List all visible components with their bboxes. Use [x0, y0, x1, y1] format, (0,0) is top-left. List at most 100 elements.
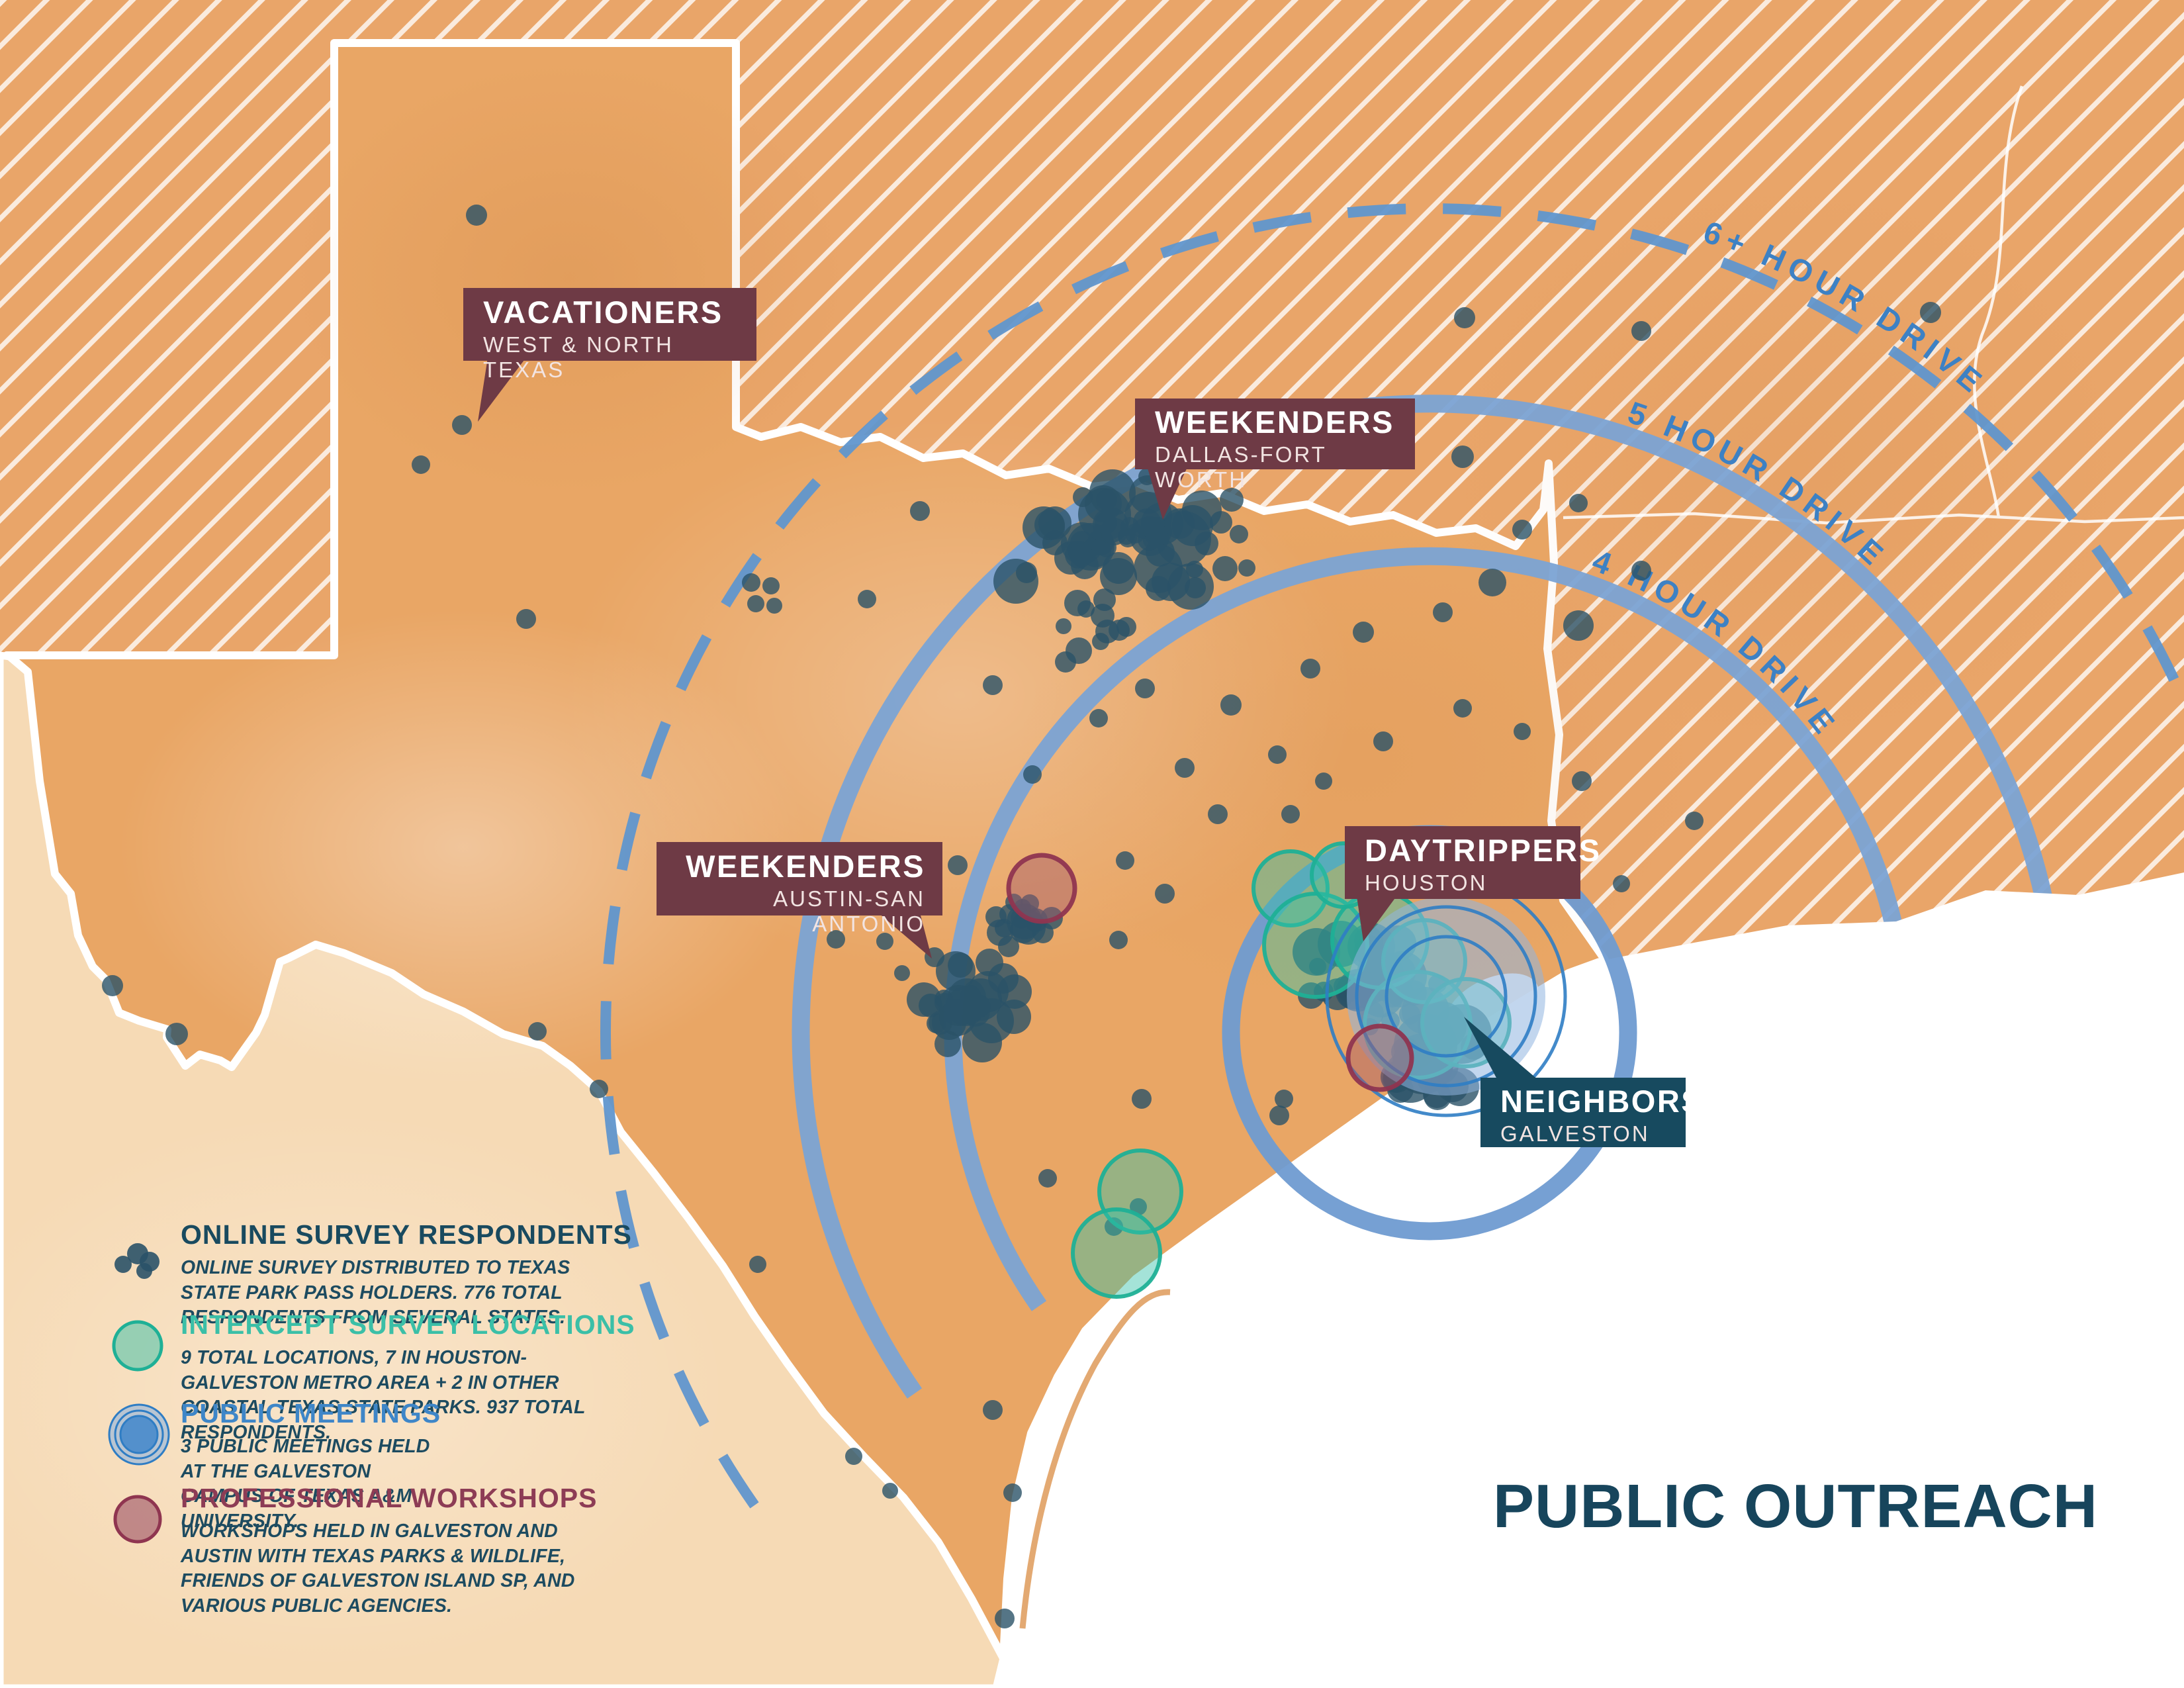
- professional-workshop-circles: [1006, 853, 1414, 1092]
- workshop-circle-icon: [113, 1495, 162, 1544]
- survey-dot: [1109, 931, 1128, 949]
- survey-dot: [1138, 468, 1156, 485]
- survey-dot: [1631, 561, 1651, 581]
- survey-dot: [1563, 610, 1594, 641]
- legend-body: 3 PUBLIC MEETINGS HELD AT THE GALVESTON …: [181, 1436, 430, 1532]
- survey-dot: [1100, 518, 1128, 545]
- survey-dot: [1631, 321, 1651, 341]
- survey-dot: [1016, 562, 1037, 583]
- survey-dot: [1453, 699, 1472, 718]
- survey-dot: [1070, 531, 1094, 555]
- survey-dot: [1230, 525, 1248, 543]
- callout-weekenders-dfw: WEEKENDERS DALLAS-FORT WORTH: [1135, 399, 1415, 492]
- survey-dot: [1089, 709, 1108, 727]
- survey-dot: [894, 965, 910, 981]
- meeting-rings-icon: [108, 1403, 170, 1466]
- legend-heading: PROFESSIONAL WORKSHOPS: [181, 1483, 598, 1513]
- callout-title: DAYTRIPPERS: [1365, 833, 1602, 868]
- intercept-survey-circle: [1251, 849, 1330, 927]
- survey-dot: [1220, 488, 1244, 512]
- legend-body: ONLINE SURVEY DISTRIBUTED TO TEXAS STATE…: [181, 1257, 570, 1329]
- legend-heading: PUBLIC MEETINGS: [181, 1398, 441, 1429]
- survey-dot: [907, 982, 941, 1017]
- intercept-survey-circle: [1097, 1149, 1183, 1235]
- gulf-of-mexico: [999, 872, 2184, 1688]
- survey-dot: [1613, 875, 1630, 892]
- survey-dot: [948, 855, 968, 875]
- survey-dot: [1034, 510, 1065, 540]
- survey-dot: [1208, 804, 1228, 824]
- survey-dot: [927, 1013, 946, 1033]
- callout-weekenders-austin: WEEKENDERS AUSTIN-SAN ANTONIO: [657, 842, 942, 936]
- intercept-circle-icon: [112, 1320, 163, 1372]
- survey-dot: [1268, 745, 1287, 764]
- survey-dot: [1164, 508, 1195, 539]
- callout-title: VACATIONERS: [483, 295, 723, 330]
- survey-dot: [1293, 928, 1340, 976]
- survey-dot: [1353, 622, 1374, 643]
- survey-dot: [1238, 559, 1255, 577]
- survey-dot: [976, 949, 1003, 976]
- survey-dot: [1220, 694, 1242, 716]
- intercept-survey-circle: [1071, 1207, 1162, 1299]
- callout-subtitle: WEST & NORTH TEXAS: [483, 332, 674, 382]
- barrier-island: [1019, 1289, 1171, 1629]
- survey-dot: [1212, 556, 1238, 581]
- six-plus-hour-arc: [600, 203, 2184, 1509]
- survey-dot: [827, 930, 845, 949]
- public-meeting-ring: [1355, 905, 1537, 1088]
- survey-dot: [102, 975, 123, 996]
- survey-dot: [1514, 723, 1531, 740]
- survey-dot: [1433, 602, 1453, 622]
- survey-dots-icon: [114, 1243, 159, 1279]
- survey-dot: [1103, 552, 1134, 584]
- survey-dot: [766, 598, 782, 614]
- callout-title: NEIGHBORS: [1500, 1084, 1704, 1119]
- survey-dot: [1569, 494, 1588, 512]
- survey-dot: [1066, 637, 1092, 664]
- workshop-circle: [1345, 1023, 1414, 1092]
- survey-dot: [1920, 302, 1941, 323]
- survey-dot: [1093, 588, 1116, 611]
- survey-dot: [925, 947, 944, 967]
- callout-subtitle: HOUSTON: [1365, 870, 1488, 895]
- survey-dot: [1175, 758, 1195, 778]
- callout-neighbors: NEIGHBORS GALVESTON: [1480, 1078, 1704, 1147]
- survey-dot: [983, 1400, 1003, 1420]
- survey-dot: [1105, 1217, 1123, 1236]
- survey-dot: [165, 1023, 188, 1045]
- survey-dot: [948, 978, 986, 1017]
- survey-dot: [1373, 731, 1393, 751]
- survey-dot: [1315, 773, 1332, 790]
- survey-dot: [1512, 520, 1532, 539]
- survey-dot: [1038, 1169, 1057, 1188]
- terrain-texture: [0, 60, 2131, 1668]
- survey-dot: [1185, 577, 1206, 598]
- survey-dot: [1195, 532, 1218, 555]
- survey-dot: [1134, 544, 1183, 593]
- survey-dot: [882, 1483, 898, 1499]
- survey-dot: [1300, 659, 1320, 679]
- callout-subtitle: DALLAS-FORT WORTH: [1155, 442, 1327, 492]
- survey-dot: [762, 577, 780, 594]
- legend-body: WORKSHOPS HELD IN GALVESTON AND AUSTIN W…: [181, 1521, 575, 1617]
- survey-dot: [1281, 805, 1300, 823]
- survey-dot: [858, 590, 876, 608]
- survey-dot: [1155, 884, 1175, 904]
- survey-dot: [910, 501, 930, 521]
- survey-dot: [1003, 1483, 1022, 1502]
- survey-dot: [1309, 958, 1326, 975]
- survey-dot: [845, 1448, 862, 1465]
- survey-dot: [742, 573, 760, 592]
- survey-dot: [590, 1080, 608, 1098]
- survey-dot: [1073, 487, 1093, 507]
- callout-subtitle: GALVESTON: [1500, 1121, 1650, 1146]
- survey-dot: [995, 1609, 1015, 1628]
- public-meeting-ring: [1385, 935, 1508, 1058]
- survey-dot: [1132, 1089, 1152, 1109]
- survey-dot: [747, 595, 764, 612]
- survey-dot: [1454, 307, 1475, 328]
- survey-dot: [1146, 576, 1171, 601]
- state-borders: [1563, 85, 2184, 525]
